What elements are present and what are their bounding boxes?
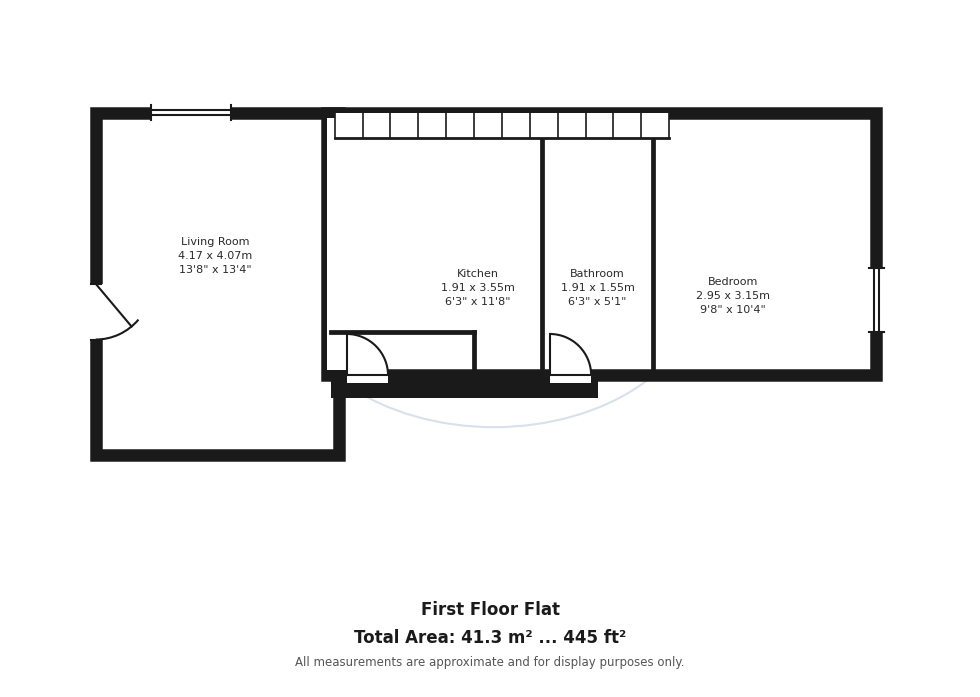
Bar (554, 370, 598, 398)
Text: Bathroom
1.91 x 1.55m
6'3" x 5'1": Bathroom 1.91 x 1.55m 6'3" x 5'1" (561, 269, 634, 307)
Text: All measurements are approximate and for display purposes only.: All measurements are approximate and for… (295, 656, 685, 668)
Bar (326, 118, 351, 370)
Text: First Floor Flat: First Floor Flat (420, 601, 560, 619)
Text: Company: Company (408, 308, 580, 342)
Text: Total Area: 41.3 m² ... 445 ft²: Total Area: 41.3 m² ... 445 ft² (354, 629, 626, 647)
Bar (88, 284, 103, 339)
Bar (550, 368, 591, 383)
Bar (326, 112, 876, 376)
Text: &: & (484, 262, 504, 286)
Text: Waghorn: Waghorn (412, 213, 576, 247)
Bar (334, 112, 669, 138)
Text: Living Room
4.17 x 4.07m
13'8" x 13'4": Living Room 4.17 x 4.07m 13'8" x 13'4" (178, 237, 252, 275)
Text: Bedroom
2.95 x 3.15m
9'8" x 10'4": Bedroom 2.95 x 3.15m 9'8" x 10'4" (696, 277, 770, 315)
Bar (96, 112, 339, 455)
Bar (869, 268, 884, 332)
Bar (347, 368, 388, 383)
Text: Independent Estate Agents: Independent Estate Agents (423, 374, 564, 384)
Bar (152, 105, 231, 120)
Bar (330, 370, 558, 398)
Text: Kitchen
1.91 x 3.55m
6'3" x 11'8": Kitchen 1.91 x 3.55m 6'3" x 11'8" (441, 269, 514, 307)
